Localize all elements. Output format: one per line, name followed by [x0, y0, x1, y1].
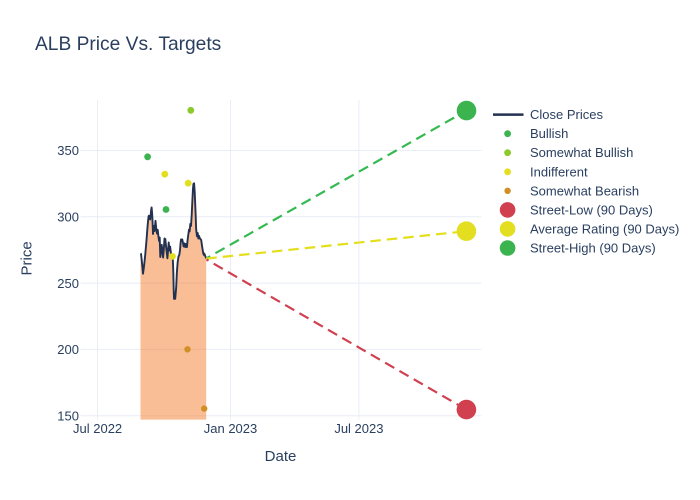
svg-text:Street-High (90 Days): Street-High (90 Days) [530, 241, 656, 256]
svg-text:Somewhat Bearish: Somewhat Bearish [530, 183, 639, 198]
svg-text:Close Prices: Close Prices [530, 107, 603, 122]
svg-text:250: 250 [57, 276, 79, 291]
svg-text:Jan 2023: Jan 2023 [204, 421, 258, 436]
svg-text:Somewhat Bullish: Somewhat Bullish [530, 145, 633, 160]
svg-text:300: 300 [57, 210, 79, 225]
svg-text:Bullish: Bullish [530, 126, 568, 141]
svg-text:350: 350 [57, 143, 79, 158]
svg-text:Jul 2023: Jul 2023 [334, 421, 383, 436]
svg-text:200: 200 [57, 342, 79, 357]
svg-text:ALB Price Vs. Targets: ALB Price Vs. Targets [35, 34, 221, 55]
svg-text:Jul 2022: Jul 2022 [73, 421, 122, 436]
svg-text:Average Rating (90 Days): Average Rating (90 Days) [530, 221, 679, 236]
svg-text:Date: Date [265, 448, 297, 465]
svg-text:Price: Price [19, 241, 36, 275]
svg-text:150: 150 [57, 408, 79, 423]
svg-text:Street-Low (90 Days): Street-Low (90 Days) [530, 202, 653, 217]
svg-text:Indifferent: Indifferent [530, 164, 588, 179]
